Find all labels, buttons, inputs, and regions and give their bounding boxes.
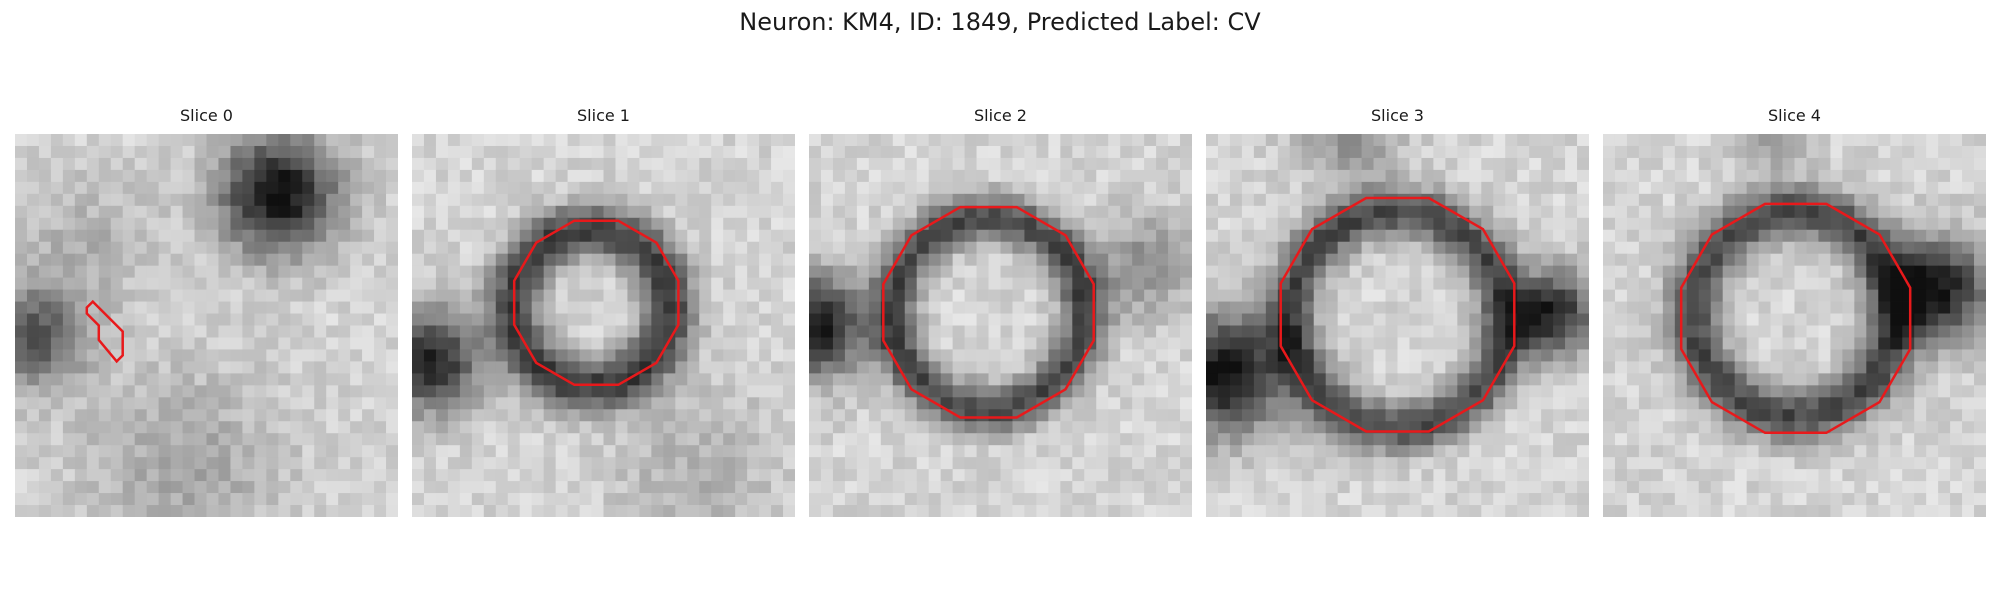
slice-image-2 [809, 134, 1192, 517]
slice-title-4: Slice 4 [1768, 106, 1821, 125]
segmentation-contour [882, 205, 1095, 419]
slice-image-3 [1206, 134, 1589, 517]
pixel-grid [1603, 134, 1986, 517]
slice-title-0: Slice 0 [180, 106, 233, 125]
pixel-grid [412, 134, 795, 517]
pixel-grid [809, 134, 1192, 517]
slice-image-4 [1603, 134, 1986, 517]
figure-title: Neuron: KM4, ID: 1849, Predicted Label: … [739, 8, 1261, 36]
segmentation-contour [512, 219, 680, 387]
pixel-grid [1206, 134, 1589, 517]
pixel-grid [15, 134, 398, 517]
segmentation-contour [85, 299, 124, 364]
slice-image-1 [412, 134, 795, 517]
segmentation-contour [1279, 196, 1516, 433]
segmentation-contour [1679, 202, 1912, 435]
slice-image-0 [15, 134, 398, 517]
slice-title-2: Slice 2 [974, 106, 1027, 125]
slice-title-1: Slice 1 [577, 106, 630, 125]
slice-title-3: Slice 3 [1371, 106, 1424, 125]
